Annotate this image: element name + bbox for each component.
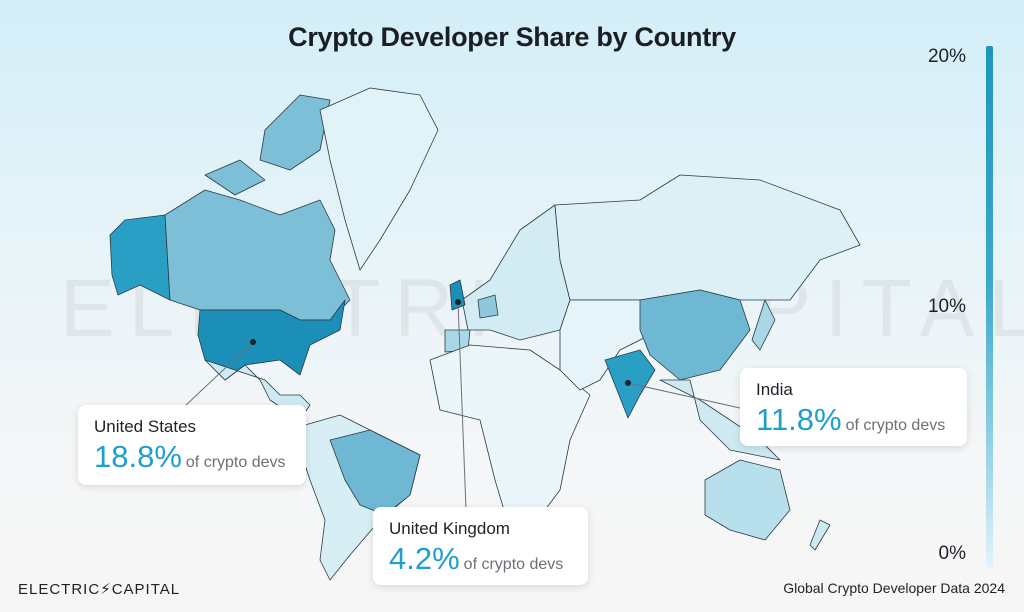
source-note: Global Crypto Developer Data 2024 bbox=[783, 580, 1005, 596]
region-greenland bbox=[319, 87, 439, 271]
leader-line-uk bbox=[457, 301, 467, 510]
callout-country: United States bbox=[94, 417, 197, 436]
callout-value: 18.8% bbox=[94, 439, 182, 474]
legend-color-scale bbox=[986, 46, 993, 568]
brand-logo: ELECTRIC⚡CAPITAL bbox=[18, 581, 181, 598]
marker-india bbox=[625, 380, 631, 386]
region-europe bbox=[461, 204, 571, 341]
callout-country: United Kingdom bbox=[389, 519, 510, 538]
callout-united-kingdom: United Kingdom 4.2% of crypto devs bbox=[373, 507, 588, 585]
legend-tick-min: 0% bbox=[938, 543, 966, 564]
region-germany bbox=[477, 294, 499, 319]
callout-value: 11.8% bbox=[756, 402, 842, 437]
region-canada bbox=[164, 189, 351, 321]
leader-line-us bbox=[184, 341, 254, 407]
region-brazil bbox=[329, 429, 421, 516]
legend-tick-mid: 10% bbox=[927, 296, 966, 317]
region-russia bbox=[554, 174, 861, 301]
leader-line-india bbox=[627, 382, 741, 409]
marker-us bbox=[250, 339, 256, 345]
map-title: Crypto Developer Share by Country bbox=[288, 22, 736, 52]
callout-suffix: of crypto devs bbox=[463, 556, 564, 573]
callout-united-states: United States 18.8% of crypto devs bbox=[78, 405, 306, 485]
region-japan bbox=[751, 299, 776, 351]
callout-suffix: of crypto devs bbox=[185, 454, 286, 471]
region-china bbox=[639, 289, 751, 381]
region-canada-islands bbox=[204, 159, 266, 196]
region-central-asia bbox=[559, 299, 661, 391]
region-new-zealand bbox=[809, 519, 831, 551]
callout-country: India bbox=[756, 380, 793, 399]
region-united-kingdom bbox=[449, 279, 466, 311]
region-africa bbox=[429, 344, 591, 531]
legend-tick-max: 20% bbox=[927, 46, 966, 67]
callout-suffix: of crypto devs bbox=[845, 417, 946, 434]
region-australia bbox=[704, 459, 791, 541]
region-alaska bbox=[109, 214, 171, 301]
callout-value: 4.2% bbox=[389, 541, 460, 576]
callout-india: India 11.8% of crypto devs bbox=[740, 368, 967, 446]
marker-uk bbox=[455, 299, 461, 305]
region-canada-islands bbox=[259, 94, 331, 171]
